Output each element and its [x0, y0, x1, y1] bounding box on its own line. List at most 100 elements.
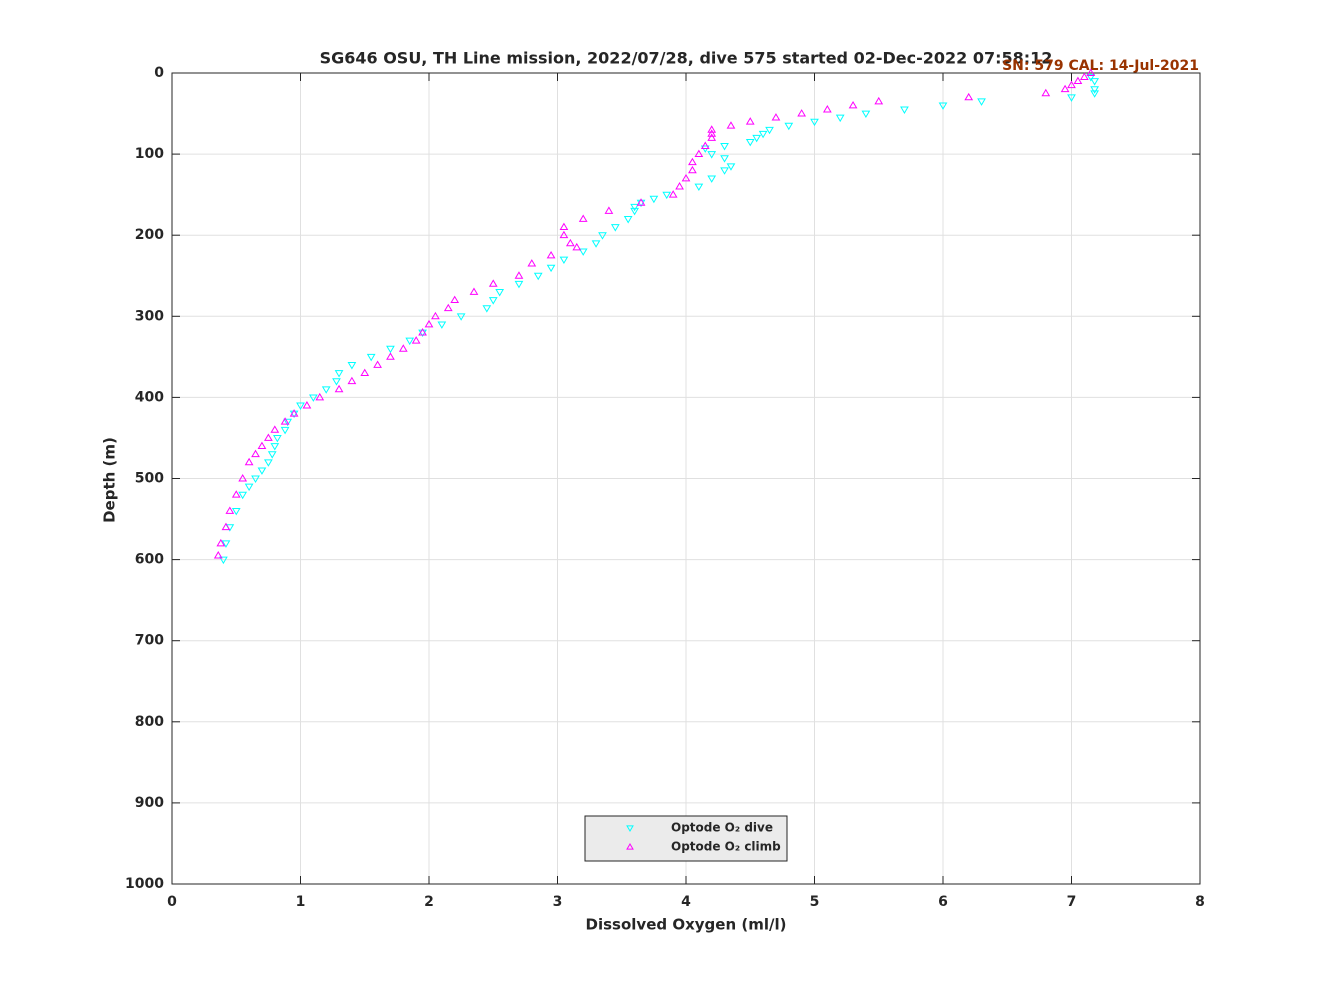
data-point [280, 426, 290, 435]
data-point [598, 232, 607, 240]
data-point [469, 287, 479, 295]
data-point [221, 522, 231, 531]
data-point [810, 118, 819, 127]
y-axis-label: Depth (m) [101, 437, 119, 523]
chart-title: SG646 OSU, TH Line mission, 2022/07/28, … [320, 49, 1053, 68]
plot-frame [171, 72, 1201, 885]
data-point [745, 138, 755, 147]
data-point [216, 538, 226, 547]
data-point [283, 418, 293, 427]
data-point [636, 198, 646, 206]
y-tick-label: 600 [135, 552, 164, 568]
y-tick-label: 700 [135, 633, 164, 649]
data-point [578, 214, 588, 222]
data-point [874, 96, 884, 105]
data-point [267, 451, 277, 459]
annotation: SN: 579 CAL: 14-Jul-2021 [1002, 58, 1199, 74]
data-point [1060, 84, 1070, 93]
data-point [578, 248, 588, 256]
data-point [272, 435, 282, 443]
data-point [386, 352, 395, 360]
data-point [861, 110, 871, 119]
data-point [308, 394, 318, 402]
data-point [707, 175, 717, 183]
data-point [623, 216, 633, 224]
data-point [688, 165, 697, 174]
data-point [688, 157, 697, 166]
data-point [720, 167, 729, 175]
data-point [720, 143, 729, 151]
data-point [662, 191, 672, 200]
data-point [668, 190, 678, 198]
data-point [765, 126, 774, 135]
data-point [289, 409, 299, 417]
data-point [630, 203, 639, 212]
data-point [848, 100, 858, 109]
data-point [1067, 80, 1076, 89]
x-tick-label: 3 [553, 894, 563, 910]
data-point [289, 410, 299, 419]
data-point [257, 467, 267, 475]
data-point [604, 206, 614, 214]
x-tick-label: 0 [167, 894, 177, 910]
data-point [270, 425, 280, 433]
data-point [366, 353, 376, 362]
data-point [315, 392, 325, 401]
data-point [533, 272, 543, 281]
data-point [231, 507, 241, 516]
data-point [347, 376, 357, 385]
data-point [938, 102, 948, 110]
x-tick-label: 2 [424, 894, 434, 910]
data-point [559, 256, 569, 265]
data-point [771, 113, 781, 121]
data-point [630, 207, 639, 216]
data-point [251, 475, 260, 483]
data-point [1079, 72, 1089, 81]
data-point [514, 271, 524, 279]
data-point [822, 105, 832, 113]
data-point [264, 459, 273, 467]
data-point [488, 279, 498, 287]
y-tick-label: 500 [135, 471, 164, 487]
y-tick-label: 0 [154, 65, 164, 81]
y-tick-label: 100 [135, 146, 164, 162]
data-point [784, 122, 794, 131]
data-point [610, 224, 620, 232]
data-point [418, 328, 427, 336]
y-tick-label: 200 [135, 227, 164, 243]
data-point [418, 329, 427, 338]
data-point [244, 483, 254, 492]
data-point [700, 141, 710, 149]
y-tick-label: 800 [135, 714, 164, 730]
data-point [707, 133, 717, 141]
data-point [219, 556, 228, 565]
x-tick-label: 1 [296, 894, 306, 910]
data-point [332, 378, 341, 386]
y-tick-label: 400 [135, 389, 164, 405]
data-point [707, 125, 717, 133]
data-point [257, 441, 267, 450]
data-point [527, 259, 537, 267]
data-point [251, 449, 260, 458]
data-point [514, 280, 524, 289]
data-point [386, 345, 395, 354]
data-point [1090, 86, 1100, 94]
data-point [221, 540, 231, 548]
x-tick-label: 7 [1067, 894, 1077, 910]
x-axis-label: Dissolved Oxygen (ml/l) [586, 916, 787, 934]
data-point [752, 134, 762, 143]
data-point [1086, 68, 1096, 76]
data-point [726, 163, 736, 171]
data-point [546, 250, 556, 259]
legend-label: Optode O₂ climb [671, 840, 781, 854]
legend-marker [626, 843, 634, 850]
data-point [1067, 94, 1076, 102]
data-point [270, 443, 280, 451]
data-point [1090, 78, 1100, 86]
y-tick-label: 1000 [125, 876, 164, 892]
data-point [482, 305, 492, 313]
data-point [437, 321, 447, 329]
data-point [1041, 88, 1051, 97]
data-point [726, 121, 736, 129]
